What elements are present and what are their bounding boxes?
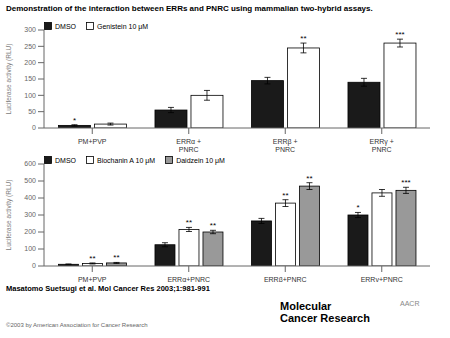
svg-text:***: *** [401, 178, 410, 187]
html-text:Daidzein 10 μM: Daidzein 10 μM [176, 156, 225, 164]
html-text:Masatomo Suetsugi et al. Mol C: Masatomo Suetsugi et al. Mol Cancer Res … [6, 284, 210, 293]
svg-text:300: 300 [24, 26, 36, 33]
svg-text:**: ** [282, 191, 288, 200]
svg-text:*: * [356, 203, 359, 212]
svg-text:200: 200 [24, 228, 36, 235]
html-text:AACR: AACR [400, 300, 420, 307]
html-text:Molecular Cancer Research: Molecular Cancer Research [280, 300, 370, 324]
svg-text:**: ** [306, 174, 312, 183]
svg-text:*: * [73, 116, 76, 125]
svg-text:PM+PVP: PM+PVP [78, 138, 107, 145]
svg-text:ERRβ+PNRC: ERRβ+PNRC [264, 276, 307, 282]
svg-text:300: 300 [24, 211, 36, 218]
svg-text:0: 0 [32, 262, 36, 269]
html-text:DMSO: DMSO [55, 22, 76, 30]
svg-text:100: 100 [24, 92, 36, 99]
svg-text:50: 50 [28, 108, 36, 115]
svg-text:500: 500 [24, 177, 36, 184]
svg-text:PM+PVP: PM+PVP [78, 276, 107, 282]
svg-text:Luciferase activity (RLU): Luciferase activity (RLU) [8, 180, 13, 251]
svg-text:ERRα+PNRC: ERRα+PNRC [167, 276, 210, 282]
svg-text:***: *** [395, 30, 404, 39]
html-text:Biochanin A 10 μM: Biochanin A 10 μM [97, 156, 156, 164]
svg-text:ERRβ +PNRC: ERRβ +PNRC [273, 138, 298, 152]
html-text:Genistein 10 μM: Genistein 10 μM [97, 22, 149, 30]
svg-text:Luciferase activity (RLU): Luciferase activity (RLU) [8, 44, 13, 115]
svg-text:400: 400 [24, 194, 36, 201]
svg-text:150: 150 [24, 75, 36, 82]
svg-text:250: 250 [24, 43, 36, 50]
html-text:DMSO: DMSO [55, 156, 76, 164]
html-text:©2003 by American Association: ©2003 by American Association for Cancer… [6, 322, 148, 328]
svg-text:100: 100 [24, 245, 36, 252]
svg-text:200: 200 [24, 59, 36, 66]
svg-text:**: ** [210, 221, 216, 230]
svg-text:0: 0 [32, 124, 36, 131]
svg-text:600: 600 [24, 160, 36, 167]
svg-text:ERRα +PNRC: ERRα +PNRC [176, 138, 201, 152]
svg-text:ERRγ +PNRC: ERRγ +PNRC [370, 138, 394, 152]
svg-text:**: ** [113, 253, 119, 262]
svg-text:**: ** [186, 218, 192, 227]
svg-text:**: ** [300, 34, 306, 43]
html-text:Demonstration of the interacti: Demonstration of the interaction between… [6, 4, 373, 13]
svg-text:**: ** [89, 254, 95, 263]
svg-text:ERRγ+PNRC: ERRγ+PNRC [361, 276, 403, 282]
